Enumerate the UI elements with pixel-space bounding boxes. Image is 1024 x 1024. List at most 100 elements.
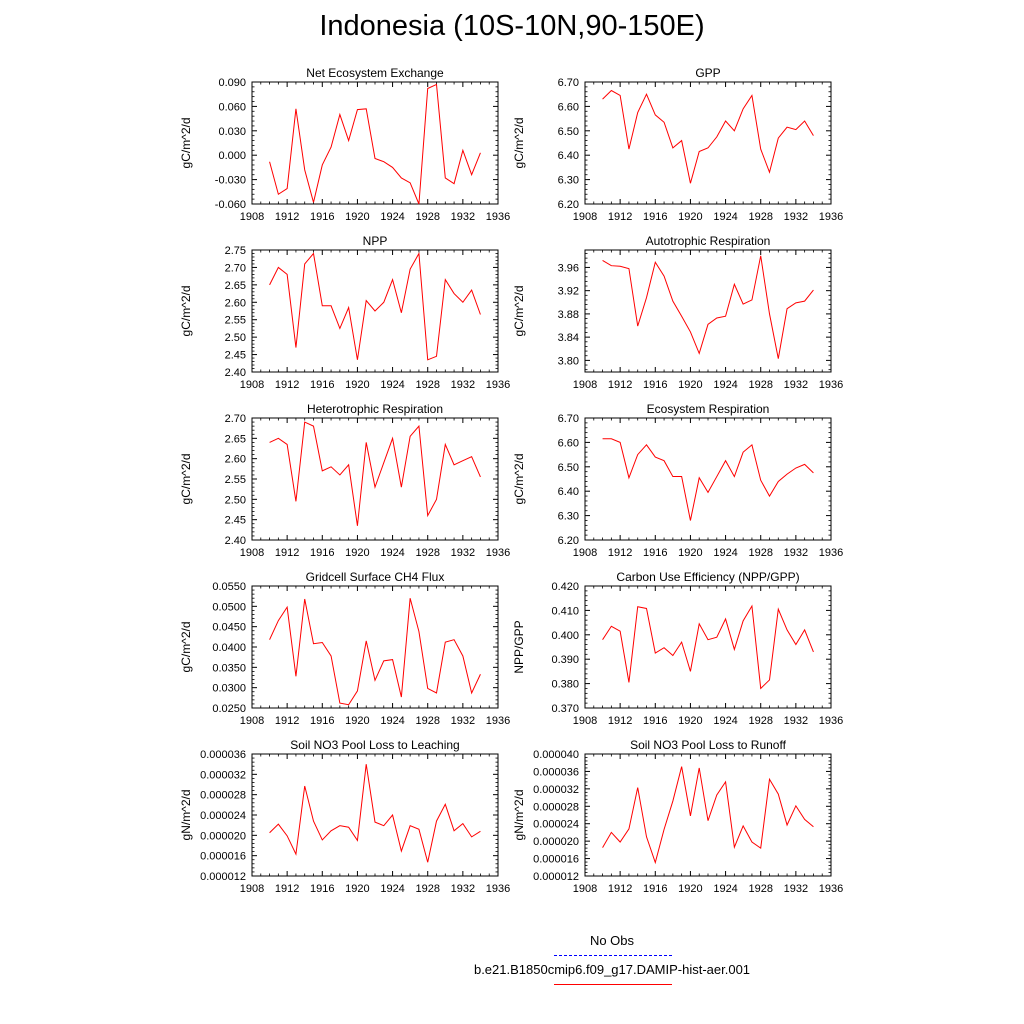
y-tick-label: 0.370 <box>551 703 579 715</box>
y-tick-label: 0.400 <box>551 630 579 642</box>
panel-1: Net Ecosystem Exchange gC/m^2/d 1908 1912 19… <box>179 66 510 223</box>
series-line <box>602 89 814 184</box>
panel-title: GPP <box>695 66 720 80</box>
y-tick-label: 0.410 <box>551 605 579 617</box>
x-tick-label: 1916 <box>643 715 667 727</box>
x-tick-label: 1932 <box>784 883 808 895</box>
y-tick-label: 2.55 <box>225 315 246 327</box>
series-line <box>269 598 481 706</box>
x-tick-label: 1908 <box>240 547 264 559</box>
x-tick-label: 1916 <box>310 883 334 895</box>
y-tick-label: 2.65 <box>225 280 246 292</box>
x-tick-label: 1932 <box>784 211 808 223</box>
x-tick-label: 1912 <box>275 883 299 895</box>
x-tick-label: 1932 <box>451 883 475 895</box>
y-tick-label: 6.70 <box>558 77 579 89</box>
x-tick-label: 1912 <box>275 379 299 391</box>
x-tick-label: 1932 <box>451 715 475 727</box>
y-tick-label: 6.40 <box>558 486 579 498</box>
y-axis-label: gC/m^2/d <box>179 622 193 673</box>
y-tick-label: 6.50 <box>558 462 579 474</box>
x-tick-label: 1916 <box>310 379 334 391</box>
y-tick-label: 2.60 <box>225 297 246 309</box>
y-tick-label: 0.000028 <box>200 790 246 802</box>
x-tick-label: 1924 <box>380 547 404 559</box>
y-tick-label: 2.70 <box>225 413 246 425</box>
y-tick-label: 0.060 <box>218 101 246 113</box>
plot-frame <box>251 417 499 541</box>
y-tick-label: 0.030 <box>218 126 246 138</box>
x-tick-label: 1936 <box>486 547 510 559</box>
y-tick-label: 2.40 <box>225 367 246 379</box>
x-tick-label: 1924 <box>713 547 737 559</box>
y-tick-label: 0.000016 <box>200 851 246 863</box>
x-tick-label: 1928 <box>748 883 772 895</box>
panel-title: Net Ecosystem Exchange <box>306 66 444 80</box>
x-tick-label: 1924 <box>380 211 404 223</box>
y-tick-label: -0.030 <box>215 175 246 187</box>
panel-title: Ecosystem Respiration <box>647 402 770 416</box>
y-tick-label: 3.80 <box>558 355 579 367</box>
y-tick-label: 6.70 <box>558 413 579 425</box>
y-tick-label: 2.45 <box>225 515 246 527</box>
y-tick-label: 0.090 <box>218 77 246 89</box>
x-tick-label: 1924 <box>380 715 404 727</box>
y-axis-label: gC/m^2/d <box>512 118 526 169</box>
panel-4: Autotrophic Respiration gC/m^2/d 1908 1912 1… <box>512 234 843 391</box>
x-tick-label: 1932 <box>451 547 475 559</box>
y-tick-label: 0.000036 <box>200 749 246 761</box>
y-tick-label: 6.20 <box>558 199 579 211</box>
x-tick-label: 1936 <box>819 547 843 559</box>
series-line <box>269 83 481 205</box>
x-tick-label: 1928 <box>415 883 439 895</box>
x-tick-label: 1932 <box>451 379 475 391</box>
y-tick-label: 0.000040 <box>533 749 579 761</box>
panel-title: Carbon Use Efficiency (NPP/GPP) <box>616 570 799 584</box>
panel-title: Soil NO3 Pool Loss to Leaching <box>290 738 459 752</box>
x-tick-label: 1908 <box>573 547 597 559</box>
x-tick-label: 1920 <box>345 715 369 727</box>
x-tick-label: 1912 <box>275 715 299 727</box>
x-tick-label: 1920 <box>678 379 702 391</box>
plot-frame <box>584 81 832 205</box>
x-tick-label: 1912 <box>608 379 632 391</box>
x-tick-label: 1932 <box>784 379 808 391</box>
y-axis-label: gN/m^2/d <box>179 790 193 841</box>
series-line <box>602 604 814 690</box>
x-tick-label: 1912 <box>608 883 632 895</box>
y-tick-label: 3.88 <box>558 309 579 321</box>
figure-title: Indonesia (10S-10N,90-150E) <box>319 10 705 42</box>
x-tick-label: 1936 <box>819 211 843 223</box>
y-axis-label: gN/m^2/d <box>512 790 526 841</box>
x-tick-label: 1916 <box>643 883 667 895</box>
x-tick-label: 1924 <box>713 211 737 223</box>
y-tick-label: 0.000020 <box>533 836 579 848</box>
y-tick-label: 0.000012 <box>200 871 246 883</box>
plot-frame <box>251 585 499 709</box>
plot-frame <box>251 81 499 205</box>
x-tick-label: 1920 <box>345 211 369 223</box>
y-tick-label: 0.0250 <box>212 703 246 715</box>
x-tick-label: 1936 <box>486 715 510 727</box>
x-tick-label: 1936 <box>486 883 510 895</box>
x-tick-label: 1908 <box>573 883 597 895</box>
panel-8: Carbon Use Efficiency (NPP/GPP) NPP/GPP 19… <box>512 570 843 727</box>
x-tick-label: 1916 <box>310 211 334 223</box>
x-tick-label: 1916 <box>643 547 667 559</box>
x-tick-label: 1928 <box>415 715 439 727</box>
y-tick-label: 0.000 <box>218 150 246 162</box>
x-tick-label: 1908 <box>573 211 597 223</box>
panel-10: Soil NO3 Pool Loss to Runoff gN/m^2/d 1908… <box>512 738 843 895</box>
panel-title: Soil NO3 Pool Loss to Runoff <box>630 738 787 752</box>
panel-9: Soil NO3 Pool Loss to Leaching gN/m^2/d 19… <box>179 738 510 895</box>
x-tick-label: 1936 <box>819 379 843 391</box>
y-tick-label: 3.84 <box>558 332 579 344</box>
y-tick-label: 2.45 <box>225 350 246 362</box>
y-tick-label: 0.0550 <box>212 581 246 593</box>
y-axis-label: gC/m^2/d <box>512 454 526 505</box>
x-tick-label: 1912 <box>275 547 299 559</box>
y-tick-label: 6.20 <box>558 535 579 547</box>
plot-frame <box>584 249 832 373</box>
x-tick-label: 1920 <box>345 379 369 391</box>
series-line <box>602 438 814 521</box>
